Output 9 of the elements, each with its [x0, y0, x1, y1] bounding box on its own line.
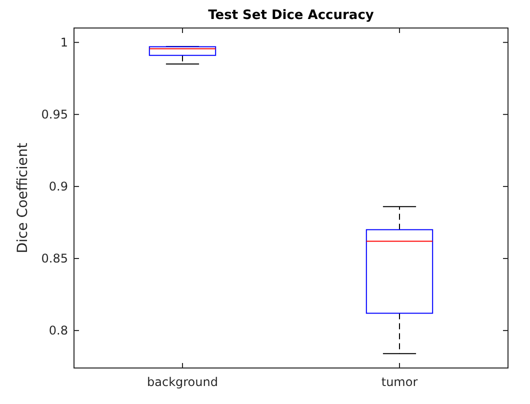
y-tick-label: 0.9 [48, 180, 68, 194]
x-tick-label: tumor [381, 375, 418, 389]
chart-title: Test Set Dice Accuracy [208, 8, 374, 23]
x-tick-label: background [147, 375, 218, 389]
y-tick-label: 1 [60, 36, 68, 50]
y-tick-label: 0.8 [48, 324, 68, 338]
y-tick-label: 0.95 [41, 108, 68, 122]
y-tick-label: 0.85 [41, 252, 68, 266]
y-axis-title: Dice Coefficient [15, 142, 31, 254]
